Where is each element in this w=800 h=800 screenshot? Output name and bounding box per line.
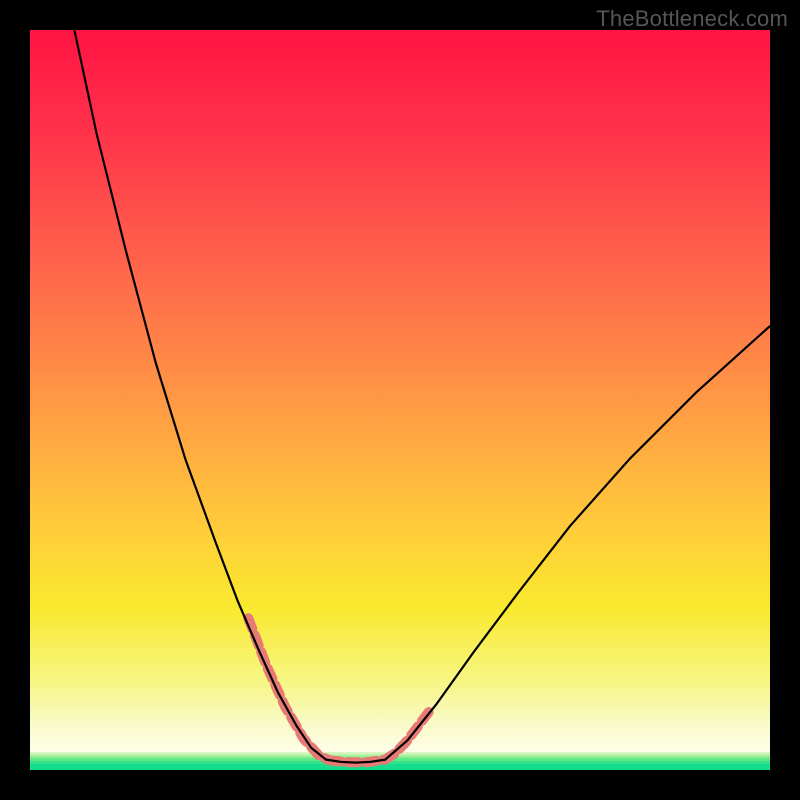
highlight-left — [248, 618, 329, 760]
highlight-right — [385, 711, 429, 760]
plot-area — [30, 30, 770, 770]
bottleneck-curve — [74, 30, 770, 763]
curve-layer — [30, 30, 770, 770]
watermark-text: TheBottleneck.com — [596, 6, 788, 32]
